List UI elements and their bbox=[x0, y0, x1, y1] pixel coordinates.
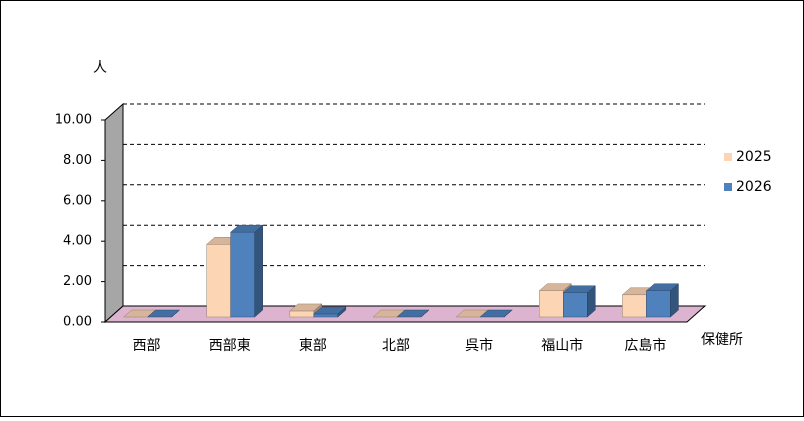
bar-front bbox=[313, 313, 339, 318]
y-tick-label: 2.00 bbox=[63, 274, 92, 289]
x-tick-label: 西部東 bbox=[209, 338, 251, 354]
y-axis-title: 人 bbox=[93, 60, 107, 76]
bar-front bbox=[646, 290, 671, 318]
x-tick-label: 北部 bbox=[382, 338, 410, 354]
bar-front bbox=[563, 292, 588, 318]
bar-side bbox=[587, 285, 596, 318]
legend-swatch bbox=[724, 183, 732, 191]
bar-front bbox=[539, 290, 564, 318]
left-wall bbox=[104, 102, 124, 324]
bar-side bbox=[420, 309, 430, 318]
bar-front bbox=[622, 294, 647, 318]
bar-side bbox=[670, 283, 679, 318]
bar-front bbox=[230, 231, 255, 318]
bar-side bbox=[171, 309, 180, 318]
y-tick-label: 8.00 bbox=[63, 153, 92, 168]
x-tick-label: 広島市 bbox=[624, 337, 666, 354]
bar-side bbox=[254, 224, 263, 318]
x-tick-label: 東部 bbox=[299, 338, 327, 354]
y-tick-label: 10.00 bbox=[55, 113, 92, 128]
y-tick-label: 4.00 bbox=[63, 234, 92, 249]
x-tick-label: 西部 bbox=[133, 338, 161, 354]
y-tick-label: 6.00 bbox=[63, 193, 92, 208]
y-tick-label: 0.00 bbox=[63, 315, 92, 330]
legend-label: 2025 bbox=[736, 149, 772, 165]
bar-front bbox=[289, 310, 315, 318]
legend-swatch bbox=[724, 153, 732, 161]
x-tick-label: 福山市 bbox=[541, 337, 583, 354]
bar-front bbox=[206, 244, 231, 318]
x-axis-title: 保健所 bbox=[701, 332, 743, 348]
legend-label: 2026 bbox=[736, 179, 772, 195]
bar-side bbox=[337, 306, 347, 318]
bar-side bbox=[503, 309, 513, 318]
x-tick-label: 呉市 bbox=[465, 337, 493, 354]
